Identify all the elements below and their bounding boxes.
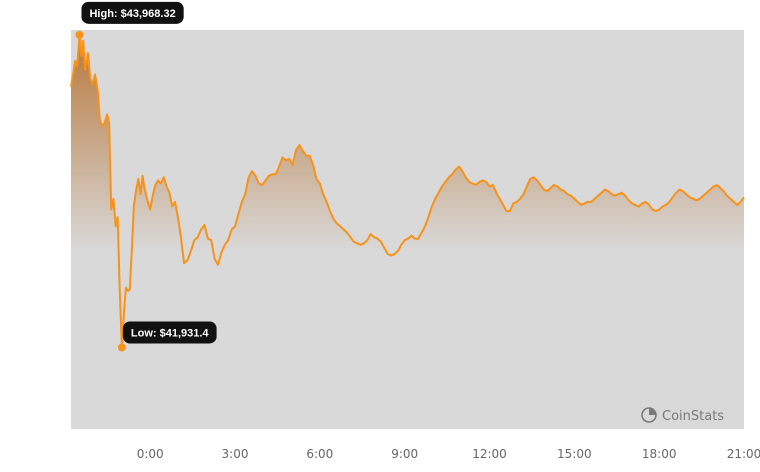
high-point[interactable] [75,30,84,39]
brand-name: CoinStats [662,409,724,424]
x-tick-label: 18:00 [642,447,677,461]
x-tick-label: 21:00 [727,447,760,461]
x-tick-label: 6:00 [306,447,333,461]
price-line [70,33,745,349]
low-point[interactable] [117,343,126,352]
brand-watermark: CoinStats [641,407,724,424]
x-tick-label: 0:00 [137,447,164,461]
price-area [71,34,744,430]
x-tick-label: 3:00 [222,447,249,461]
low-marker[interactable]: Low: $41,931.4 [117,321,217,352]
high-marker[interactable]: High: $43,968.32 [75,1,184,39]
high-label: High: $43,968.32 [89,8,175,20]
low-tooltip [122,321,217,344]
x-axis: 0:00 3:00 6:00 9:00 12:00 15:00 18:00 21:00 [137,447,760,461]
high-tooltip [81,1,184,24]
x-tick-label: 15:00 [557,447,592,461]
x-tick-label: 9:00 [391,447,418,461]
low-label: Low: $41,931.4 [131,327,210,339]
x-tick-label: 12:00 [472,447,507,461]
coinstats-logo-icon [641,407,657,423]
